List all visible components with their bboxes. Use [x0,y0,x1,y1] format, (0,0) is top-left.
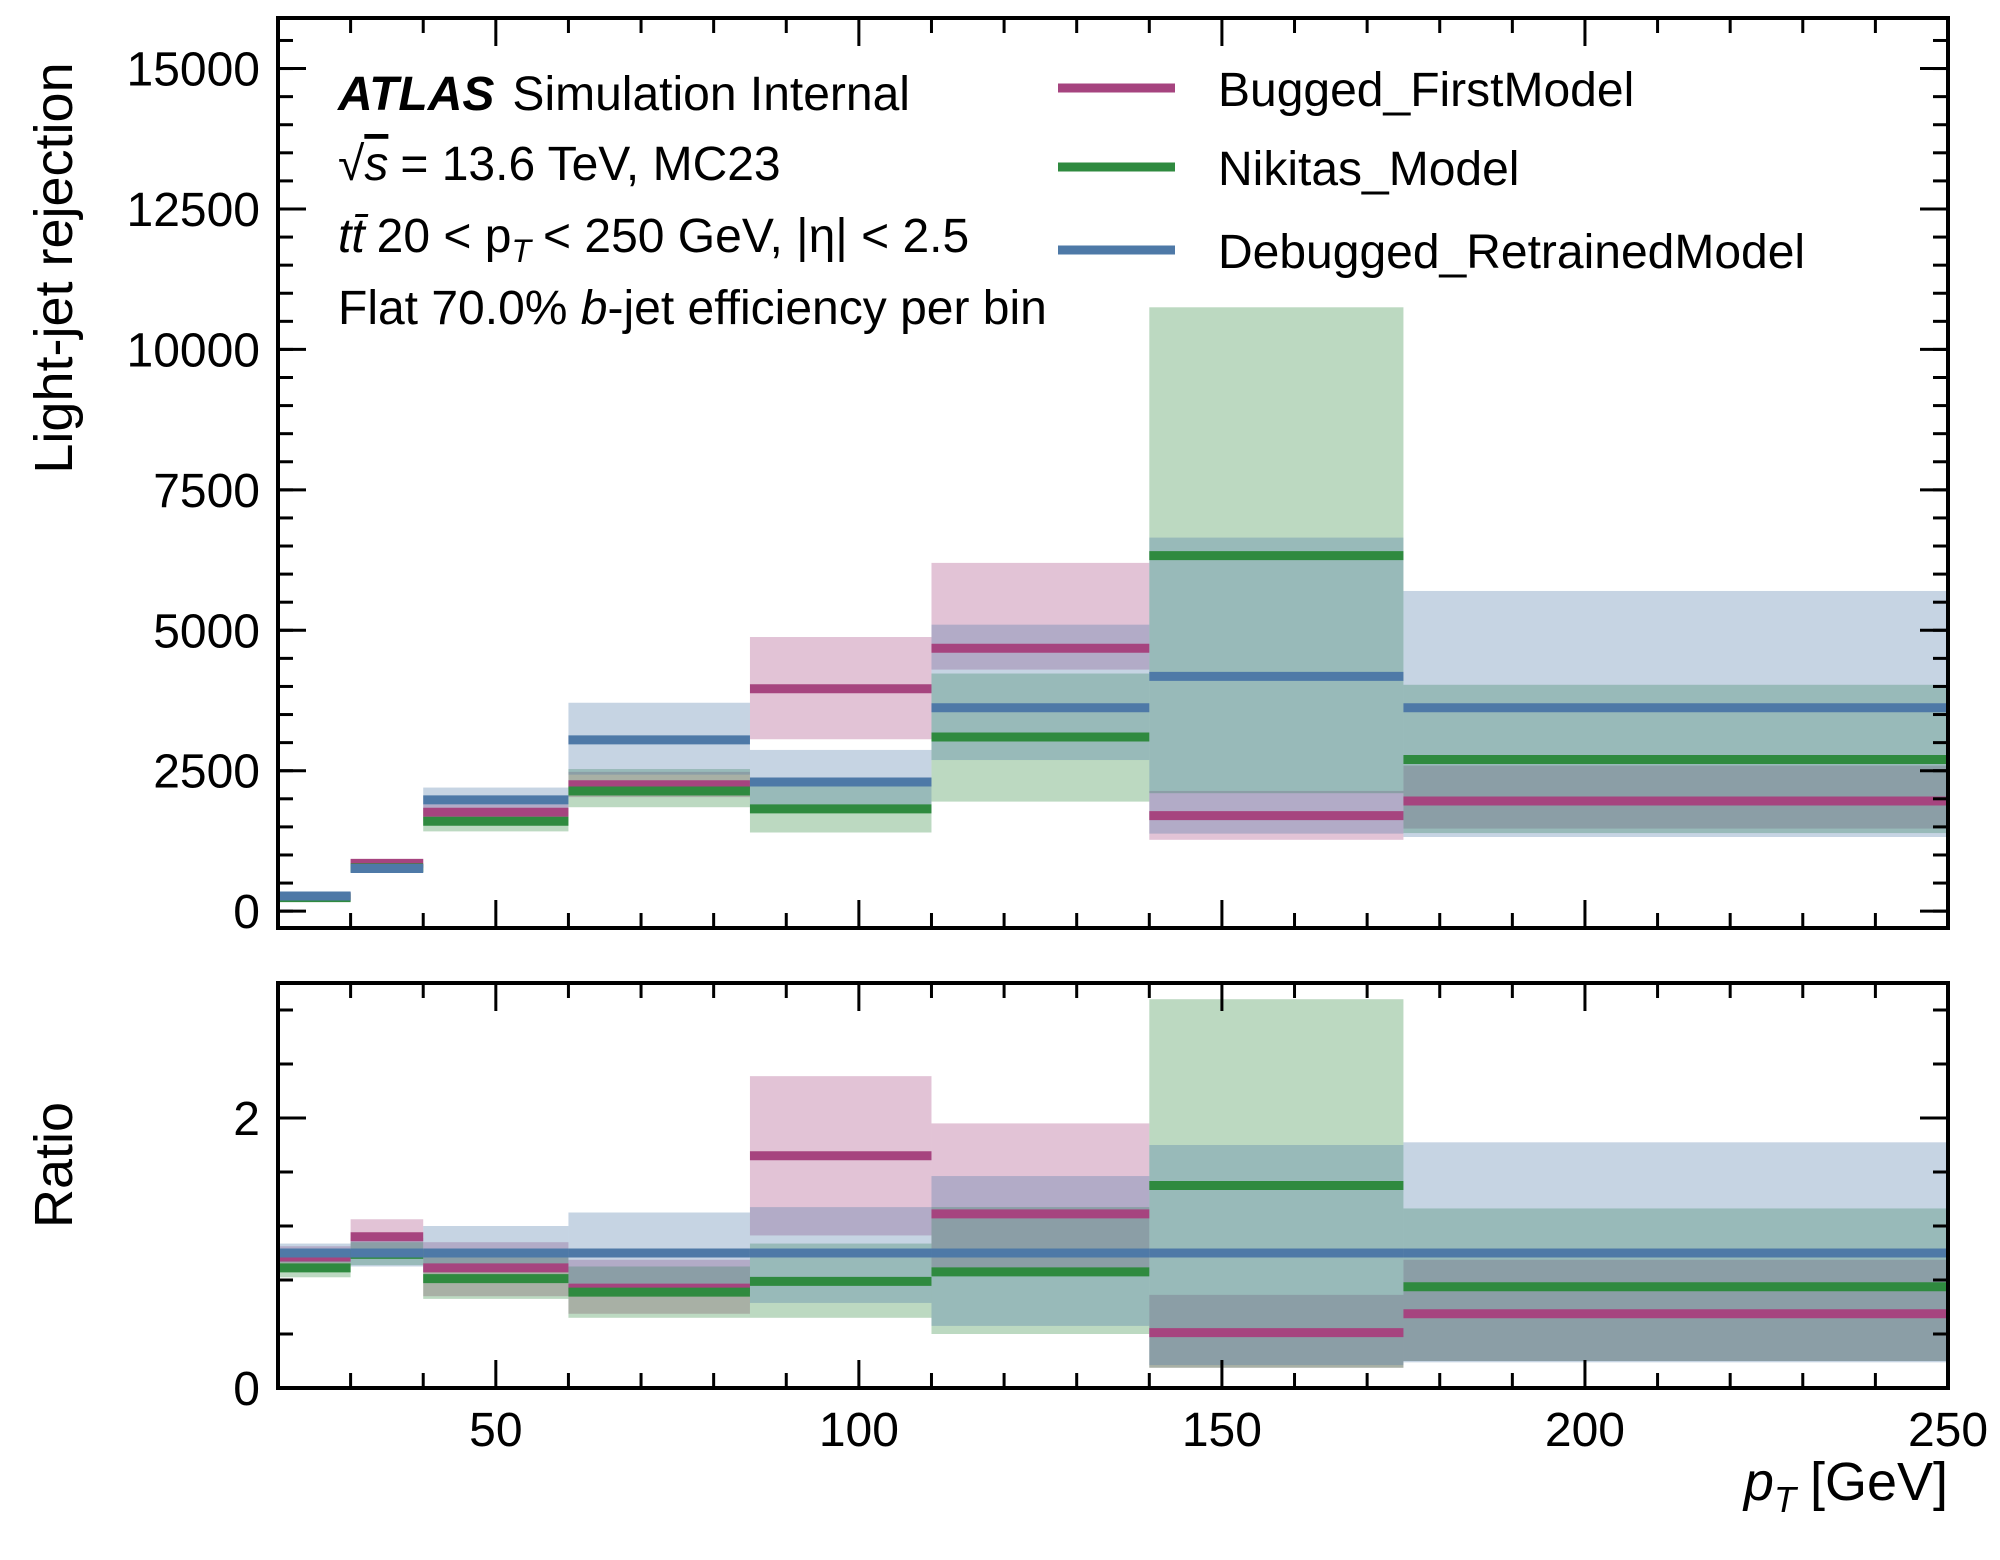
legend-label-nikitas: Nikitas_Model [1218,143,1519,196]
atlas-label: ATLAS Simulation Internal [337,68,910,121]
band-bugged-firstmodel-bin-5 [931,1123,1150,1274]
x-tick-label-150: 150 [1182,1404,1262,1457]
band-debugged-retrainedmodel-bin-7 [1403,590,1948,837]
main-panel-frame [276,16,1950,930]
legend: Bugged_FirstModel Nikitas_Model Debugged… [1058,64,1805,279]
x-tick-label-250: 250 [1908,1404,1988,1457]
ratio-y-axis-label: Ratio [24,1102,84,1228]
x-tick-label-200: 200 [1545,1404,1625,1457]
wp-prefix: Flat 70.0% [338,282,581,335]
ratio-y-tick-label-0: 0 [233,1363,260,1416]
main-y-tick-label-4: 10000 [127,324,260,377]
atlas-info-block: ATLAS Simulation Internal √s = 13.6 TeV, M… [337,68,1047,335]
main-y-axis-label: Light-jet rejection [24,62,84,473]
cut-suffix: < 250 GeV, |η| < 2.5 [543,210,969,263]
band-debugged-retrainedmodel-bin-6 [1149,537,1404,834]
experiment-name: ATLAS [337,68,494,121]
legend-label-bugged: Bugged_FirstModel [1218,64,1634,117]
main-y-tick-label-5: 12500 [127,184,260,237]
energy-text: = 13.6 TeV, MC23 [400,138,780,191]
x-axis-label: pT [GeV] [1742,1452,1948,1520]
ratio-series-lines [278,1151,1948,1338]
main-y-tick-label-6: 15000 [127,44,260,97]
wp-b: b [581,282,608,335]
x-axis-var: p [1742,1452,1774,1512]
x-tick-label-50: 50 [469,1404,522,1457]
legend-label-debugged: Debugged_RetrainedModel [1218,226,1805,279]
status-text: Simulation Internal [512,68,910,121]
axes-frames [276,16,1950,1390]
x-axis-unit: [GeV] [1810,1452,1948,1512]
ratio-y-tick-label-1: 2 [233,1093,260,1146]
main-y-tick-label-2: 5000 [153,605,260,658]
cut-line: tt̄ 20 < pT < 250 GeV, |η| < 2.5 [338,210,969,269]
ratio-panel-frame [276,981,1950,1390]
main-y-tick-label-1: 2500 [153,746,260,799]
x-tick-label-100: 100 [819,1404,899,1457]
main-y-tick-label-0: 0 [233,886,260,939]
energy-line: √s = 13.6 TeV, MC23 [338,138,781,191]
sample-name: tt̄ [338,210,369,263]
main-y-tick-label-3: 7500 [153,465,260,518]
cut-sub: T [511,233,533,269]
sqrt-s-var: s [364,138,388,191]
sqrt-symbol: √ [338,138,365,191]
axis-ticks: 50 100 150 200 25002500500075001000012500150… [127,18,1988,1457]
wp-suffix: -jet efficiency per bin [608,282,1047,335]
main-series-lines [278,551,1948,903]
band-nikitas-model-bin-6 [1149,307,1404,794]
cut-prefix: 20 < p [377,210,512,263]
wp-line: Flat 70.0% b-jet efficiency per bin [338,282,1047,335]
x-axis-sub: T [1774,1479,1799,1520]
